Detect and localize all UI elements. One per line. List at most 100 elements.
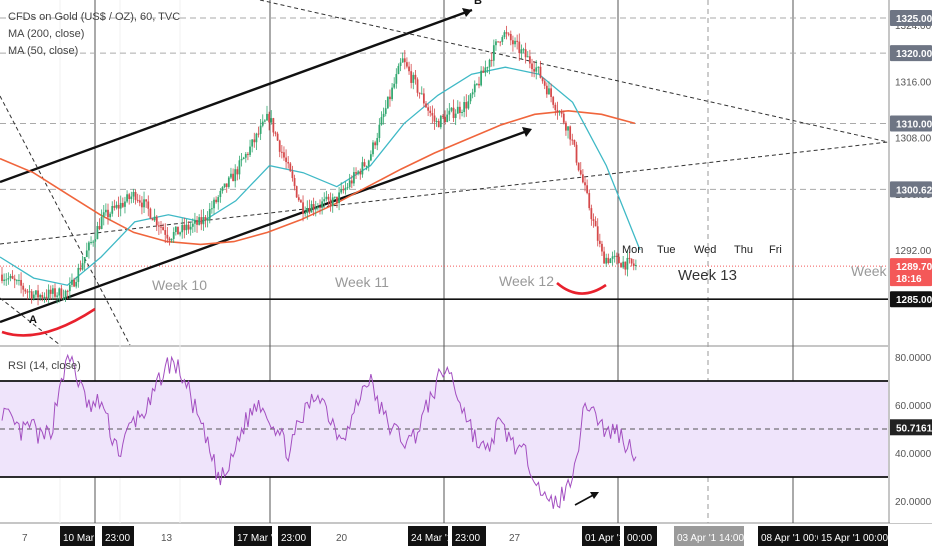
candle-body bbox=[213, 199, 215, 209]
candle-body bbox=[138, 200, 141, 203]
candle-body bbox=[522, 49, 525, 51]
rsi-band-layer bbox=[0, 380, 888, 478]
candle-body bbox=[603, 251, 605, 264]
time-label-bg bbox=[800, 526, 818, 546]
candle-body bbox=[569, 126, 572, 140]
candle-body bbox=[141, 202, 143, 208]
time-label-bg bbox=[60, 526, 95, 546]
candle-body bbox=[329, 199, 332, 207]
candle-body bbox=[577, 162, 580, 171]
point-b-label: B bbox=[474, 0, 482, 7]
candle-body bbox=[98, 226, 101, 229]
candle-body bbox=[200, 217, 203, 225]
candle-body bbox=[45, 296, 48, 298]
candle-body bbox=[244, 153, 247, 158]
candle-body bbox=[533, 69, 536, 72]
point-a-label: A bbox=[29, 314, 37, 326]
candle-body bbox=[143, 199, 145, 208]
time-label: 00:00 bbox=[627, 533, 652, 544]
candle-body bbox=[594, 220, 597, 227]
candle-body bbox=[51, 288, 54, 294]
candle-body bbox=[475, 83, 478, 85]
candle-body bbox=[397, 65, 400, 74]
candle-body bbox=[497, 41, 499, 43]
candle-body bbox=[310, 204, 313, 213]
candle-body bbox=[382, 113, 385, 118]
candle-body bbox=[268, 113, 271, 123]
candle-body bbox=[66, 290, 69, 292]
candle-body bbox=[174, 226, 177, 233]
candle-body bbox=[147, 201, 150, 209]
candle-body bbox=[196, 220, 198, 225]
rsi-value-badge-label: 50.7161 bbox=[896, 423, 932, 434]
rsi-arrow-head bbox=[590, 492, 599, 499]
candle-body bbox=[384, 108, 387, 114]
candle-body bbox=[571, 139, 574, 141]
time-label: 08 Apr '19 bbox=[761, 533, 806, 544]
time-label-bg bbox=[452, 526, 486, 546]
time-label-bg bbox=[234, 526, 272, 546]
channel-upper-arrowhead bbox=[462, 8, 472, 17]
candle-body bbox=[539, 66, 542, 78]
candle-body bbox=[484, 67, 487, 73]
channel-lower-line bbox=[0, 128, 531, 324]
candle-body bbox=[240, 158, 243, 161]
candle-body bbox=[389, 96, 391, 100]
moving-averages bbox=[0, 66, 641, 286]
left-dashed-line bbox=[0, 95, 131, 346]
legend-rsi: RSI (14, close) bbox=[8, 360, 81, 372]
candle-body bbox=[26, 291, 29, 293]
candle-body bbox=[336, 196, 338, 203]
candle-body bbox=[418, 92, 421, 94]
candle-body bbox=[136, 199, 139, 201]
candle-body bbox=[187, 224, 190, 230]
candle-body bbox=[157, 225, 160, 227]
rsi-tick-label: 40.0000 bbox=[895, 449, 932, 460]
candle-body bbox=[39, 295, 42, 298]
legend-ma200: MA (200, close) bbox=[8, 28, 84, 40]
candle-body bbox=[162, 227, 165, 231]
candle-body bbox=[83, 257, 86, 264]
candle-body bbox=[450, 107, 453, 111]
candle-body bbox=[291, 171, 294, 179]
candle-body bbox=[5, 279, 8, 281]
candle-body bbox=[357, 171, 360, 174]
candle-body bbox=[620, 263, 622, 268]
candle-body bbox=[622, 261, 625, 268]
candle-body bbox=[149, 208, 152, 219]
candle-body bbox=[431, 113, 434, 116]
candle-body bbox=[340, 189, 343, 193]
time-label: 23:00 bbox=[455, 533, 480, 544]
candle-body bbox=[503, 32, 506, 38]
candle-body bbox=[584, 182, 586, 186]
candle-body bbox=[177, 226, 179, 235]
candle-body bbox=[543, 81, 546, 86]
price-badge-bg bbox=[890, 291, 932, 308]
candle-body bbox=[567, 126, 569, 131]
candle-body bbox=[323, 199, 326, 202]
candle-body bbox=[15, 280, 18, 282]
candle-body bbox=[232, 173, 234, 182]
candle-body bbox=[121, 202, 124, 207]
legend-layer: CFDs on Gold (US$ / OZ), 60, TVC MA (200,… bbox=[8, 11, 180, 372]
rsi-line bbox=[1, 353, 637, 509]
time-label-bg bbox=[818, 526, 860, 546]
candle-body bbox=[81, 263, 84, 270]
candle-body bbox=[422, 93, 425, 104]
candle-body bbox=[155, 216, 158, 226]
price-axis: 1292.001300.001308.001316.001324.001325.… bbox=[890, 0, 932, 523]
candle-body bbox=[100, 216, 103, 229]
candle-body bbox=[181, 224, 184, 233]
time-label: 17 Mar '19 bbox=[237, 533, 284, 544]
candle-body bbox=[369, 154, 372, 161]
candle-body bbox=[526, 56, 529, 58]
candle-body bbox=[111, 205, 114, 214]
time-label: 13 bbox=[161, 533, 173, 544]
rsi-tick-label: 20.0000 bbox=[895, 497, 932, 508]
candle-body bbox=[35, 290, 37, 295]
candle-body bbox=[191, 223, 194, 227]
legend-symbol: CFDs on Gold (US$ / OZ), 60, TVC bbox=[8, 11, 180, 23]
candle-body bbox=[471, 92, 474, 95]
